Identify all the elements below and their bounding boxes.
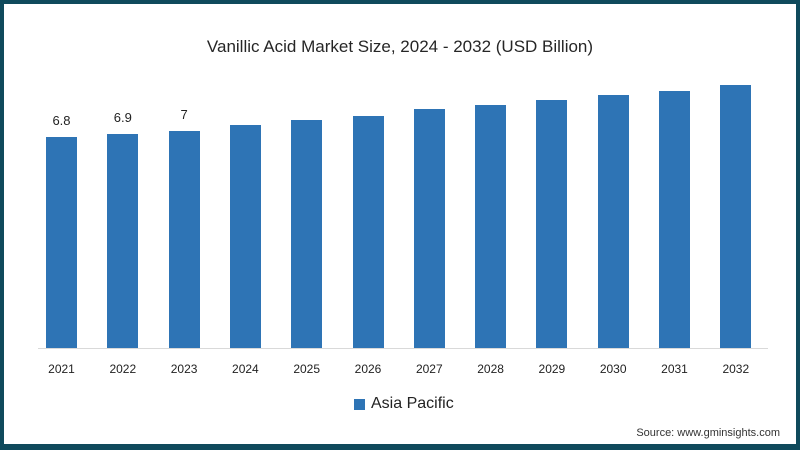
x-tick-label: 2024 bbox=[232, 362, 259, 376]
x-tick-label: 2021 bbox=[48, 362, 75, 376]
bar-2023 bbox=[168, 131, 200, 348]
bar-2032 bbox=[720, 84, 752, 348]
x-tick-label: 2031 bbox=[661, 362, 688, 376]
bar-2022 bbox=[107, 134, 139, 348]
x-tick-label: 2022 bbox=[109, 362, 137, 376]
x-tick-label: 2028 bbox=[477, 362, 504, 376]
bar-2026 bbox=[352, 115, 384, 348]
x-tick-label: 2030 bbox=[599, 362, 627, 376]
x-tick-label: 2026 bbox=[354, 362, 382, 376]
bar-2021 bbox=[46, 137, 77, 348]
data-label: 6.8 bbox=[52, 113, 71, 129]
bar-2029 bbox=[536, 100, 568, 348]
data-label: 7 bbox=[180, 107, 188, 122]
data-label: 6.9 bbox=[113, 110, 132, 126]
legend: Asia Pacific bbox=[354, 395, 454, 413]
chart-frame: Vanillic Acid Market Size, 2024 - 2032 (… bbox=[4, 4, 796, 444]
bar-2030 bbox=[597, 95, 629, 348]
legend-label: Asia Pacific bbox=[371, 395, 454, 412]
bar-2027 bbox=[413, 109, 445, 348]
source-note: Source: www.gminsights.com bbox=[636, 427, 780, 439]
x-tick-label: 2027 bbox=[415, 362, 443, 376]
bar-2031 bbox=[659, 90, 690, 348]
plot-area: 2021 6.8 2022 6.9 2023 7 2024 2025 2026 2027 2028 2… bbox=[4, 4, 796, 444]
x-tick-label: 2025 bbox=[293, 362, 321, 376]
x-tick-label: 2029 bbox=[538, 362, 566, 376]
x-axis-line bbox=[38, 348, 768, 349]
x-tick-label: 2023 bbox=[170, 362, 198, 376]
bar-2025 bbox=[291, 120, 323, 348]
bar-2024 bbox=[229, 124, 261, 348]
chart-title: Vanillic Acid Market Size, 2024 - 2032 (… bbox=[206, 37, 594, 56]
bar-2028 bbox=[475, 104, 507, 348]
legend-swatch-icon bbox=[354, 398, 365, 410]
x-tick-label: 2032 bbox=[722, 362, 750, 376]
